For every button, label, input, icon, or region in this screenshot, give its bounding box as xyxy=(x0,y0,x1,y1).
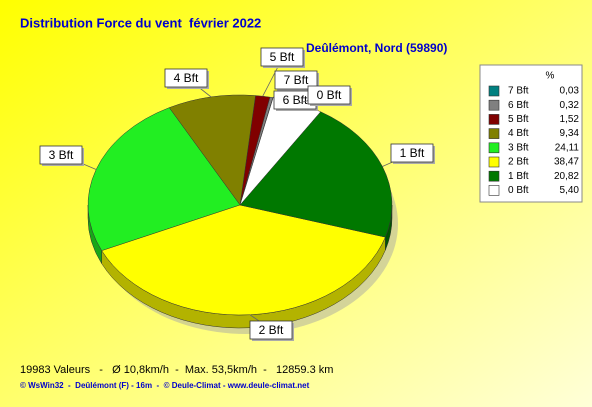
pie: 7 Bft 6 Bft 5 Bft 4 Bft 3 Bft 2 Bft 1 Bft 0 Bft xyxy=(39,47,435,341)
pie-label: 1 Bft xyxy=(400,146,425,160)
legend-swatch xyxy=(488,156,500,168)
chart-subtitle: Deûlémont, Nord (59890) xyxy=(306,41,447,55)
legend-label: 0 Bft xyxy=(508,185,529,196)
footer-credits: © WsWin32 - Deûlémont (F) - 16m - © Deul… xyxy=(20,381,310,390)
pie-slices xyxy=(87,94,393,316)
legend-swatch xyxy=(488,170,500,182)
legend-swatch xyxy=(488,85,500,97)
legend-swatch xyxy=(488,99,500,111)
legend-label: 2 Bft xyxy=(508,157,529,168)
legend-label: 5 Bft xyxy=(508,114,529,125)
legend-value: 0,32 xyxy=(560,100,580,111)
legend-value: 38,47 xyxy=(554,157,579,168)
pie-label: 3 Bft xyxy=(49,148,74,162)
pie-label-box xyxy=(307,85,351,105)
pie-label-box xyxy=(164,68,208,88)
legend-label: 4 Bft xyxy=(508,128,529,139)
legend-value: 1,52 xyxy=(560,114,580,125)
pie-slice xyxy=(168,94,256,206)
legend-swatch xyxy=(488,142,500,154)
legend-label: 3 Bft xyxy=(508,142,529,153)
pie-label: 4 Bft xyxy=(174,71,199,85)
legend-header: % xyxy=(546,71,555,82)
pie-label-box xyxy=(249,320,293,340)
legend-value: 24,11 xyxy=(555,142,580,153)
pie-label-box xyxy=(274,70,318,90)
pie-label-box xyxy=(39,145,83,165)
pie-label: 6 Bft xyxy=(283,93,308,107)
legend-swatch xyxy=(488,114,500,125)
footer-stats: 19983 Valeurs - Ø 10,8km/h - Max. 53,5km… xyxy=(20,364,333,376)
legend-swatch xyxy=(488,185,500,196)
pie-label-box xyxy=(260,47,304,67)
legend-value: 9,34 xyxy=(560,128,580,139)
legend-label: 1 Bft xyxy=(508,171,529,182)
legend-value: 20,82 xyxy=(554,171,579,182)
chart-title: Distribution Force du vent février 2022 xyxy=(20,15,261,30)
legend: % 7 Bft 0,03 6 Bft 0,32 5 Bft 1,52 4 Bft 9,34 3 B… xyxy=(488,71,580,196)
pie-label: 7 Bft xyxy=(284,73,309,87)
legend-label: 6 Bft xyxy=(508,100,529,111)
legend-value: 5,40 xyxy=(560,185,580,196)
legend-value: 0,03 xyxy=(560,86,580,97)
legend-label: 7 Bft xyxy=(508,86,529,97)
pie-label-box xyxy=(390,143,434,163)
pie-label: 5 Bft xyxy=(270,50,295,64)
pie-label: 2 Bft xyxy=(259,323,284,337)
pie-label: 0 Bft xyxy=(317,88,342,102)
pie-labels: 7 Bft 6 Bft 5 Bft 4 Bft 3 Bft 2 Bft 1 Bft 0 Bft xyxy=(39,47,435,341)
pie-slice xyxy=(87,107,241,251)
legend-swatch xyxy=(488,128,500,139)
